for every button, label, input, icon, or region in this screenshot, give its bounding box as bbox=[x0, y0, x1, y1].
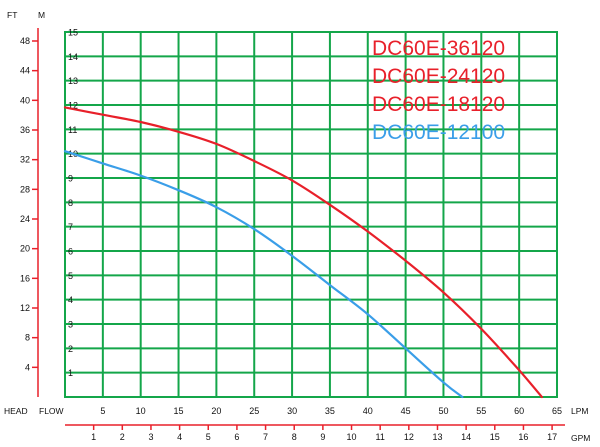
legend-entry-dc60e-12100: DC60E-12100 bbox=[372, 121, 505, 144]
m-tick-label: 12 bbox=[68, 101, 78, 111]
ft-tick-label: 44 bbox=[20, 66, 30, 76]
ft-tick-label: 4 bbox=[25, 362, 30, 372]
gpm-tick-label: 2 bbox=[120, 432, 125, 442]
ft-tick-label: 16 bbox=[20, 273, 30, 283]
series-line-blue bbox=[63, 150, 464, 399]
lpm-tick-label: 10 bbox=[136, 406, 146, 416]
gpm-tick-label: 1 bbox=[91, 432, 96, 442]
ft-tick-label: 12 bbox=[20, 303, 30, 313]
lpm-tick-label: 40 bbox=[363, 406, 373, 416]
m-tick-label: 6 bbox=[68, 247, 73, 257]
m-unit-label: M bbox=[38, 10, 45, 20]
gpm-tick-label: 17 bbox=[547, 432, 557, 442]
m-tick-label: 2 bbox=[68, 344, 73, 354]
gpm-tick-label: 6 bbox=[234, 432, 239, 442]
gpm-tick-label: 3 bbox=[148, 432, 153, 442]
gpm-tick-label: 4 bbox=[177, 432, 182, 442]
gpm-tick-label: 7 bbox=[263, 432, 268, 442]
ft-unit-label: FT bbox=[7, 10, 17, 20]
ft-tick-label: 24 bbox=[20, 214, 30, 224]
m-tick-label: 4 bbox=[68, 295, 73, 305]
legend-entry-dc60e-36120: DC60E-36120 bbox=[372, 37, 505, 60]
ft-tick-label: 20 bbox=[20, 244, 30, 254]
m-tick-label: 14 bbox=[68, 52, 78, 62]
lpm-tick-label: 60 bbox=[514, 406, 524, 416]
gpm-tick-label: 8 bbox=[292, 432, 297, 442]
lpm-tick-label: 35 bbox=[325, 406, 335, 416]
gpm-tick-label: 10 bbox=[347, 432, 357, 442]
gpm-tick-label: 13 bbox=[432, 432, 442, 442]
ft-tick-label: 40 bbox=[20, 95, 30, 105]
lpm-tick-label: 45 bbox=[401, 406, 411, 416]
ft-tick-label: 36 bbox=[20, 125, 30, 135]
m-tick-label: 11 bbox=[68, 125, 77, 135]
lpm-tick-label: 55 bbox=[476, 406, 486, 416]
m-tick-label: 7 bbox=[68, 222, 73, 232]
m-tick-label: 5 bbox=[68, 271, 73, 281]
m-tick-label: 1 bbox=[68, 368, 73, 378]
lpm-unit-label: LPM bbox=[571, 406, 588, 416]
m-tick-label: 9 bbox=[68, 174, 73, 184]
plot-frame bbox=[64, 31, 558, 398]
gpm-tick-label: 16 bbox=[518, 432, 528, 442]
axes: 4812162024283236404448123456789101112131… bbox=[20, 28, 565, 442]
ft-tick-label: 32 bbox=[20, 155, 30, 165]
gpm-tick-label: 11 bbox=[376, 432, 385, 442]
gpm-unit-label: GPM bbox=[571, 433, 590, 443]
lpm-tick-label: 30 bbox=[287, 406, 297, 416]
lpm-tick-label: 20 bbox=[211, 406, 221, 416]
gpm-tick-label: 9 bbox=[320, 432, 325, 442]
gpm-tick-label: 15 bbox=[490, 432, 500, 442]
legend: DC60E-36120 DC60E-24120 DC60E-18120 DC60… bbox=[372, 37, 505, 144]
ft-tick-label: 48 bbox=[20, 36, 30, 46]
head-label: HEAD bbox=[4, 406, 28, 416]
lpm-tick-label: 50 bbox=[438, 406, 448, 416]
gpm-tick-label: 14 bbox=[461, 432, 471, 442]
ft-tick-label: 28 bbox=[20, 184, 30, 194]
legend-entry-dc60e-24120: DC60E-24120 bbox=[372, 65, 505, 88]
gpm-tick-label: 12 bbox=[404, 432, 414, 442]
legend-entry-dc60e-18120: DC60E-18120 bbox=[372, 93, 505, 116]
lpm-tick-label: 5 bbox=[100, 406, 105, 416]
m-tick-label: 15 bbox=[68, 28, 78, 38]
series-line-red bbox=[63, 106, 543, 399]
m-tick-label: 13 bbox=[68, 76, 78, 86]
lpm-tick-label: 65 bbox=[552, 406, 562, 416]
flow-label: FLOW bbox=[39, 406, 64, 416]
lpm-tick-label: 25 bbox=[249, 406, 259, 416]
lpm-tick-label: 15 bbox=[174, 406, 184, 416]
ft-tick-label: 8 bbox=[25, 333, 30, 343]
m-tick-label: 3 bbox=[68, 320, 73, 330]
m-tick-label: 8 bbox=[68, 198, 73, 208]
plot-grid bbox=[64, 31, 558, 398]
gpm-tick-label: 5 bbox=[206, 432, 211, 442]
series-lines bbox=[63, 106, 543, 399]
